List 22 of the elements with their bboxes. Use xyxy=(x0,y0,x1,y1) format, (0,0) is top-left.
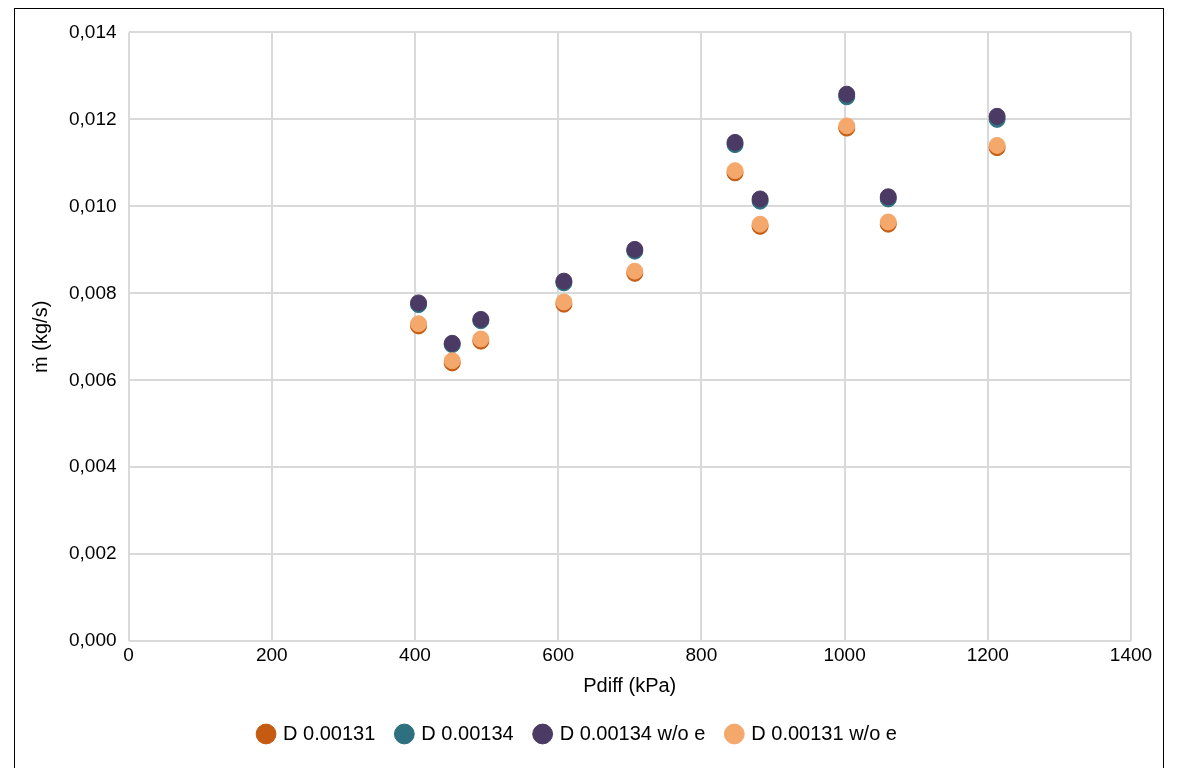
y-tick-label: 0,014 xyxy=(69,20,117,42)
x-tick-label: 400 xyxy=(399,643,431,665)
y-tick-label: 0,000 xyxy=(69,629,117,651)
y-tick-label: 0,002 xyxy=(69,542,117,564)
x-tick-label: 1200 xyxy=(966,643,1009,665)
x-axis-title: Pdiff (kPa) xyxy=(583,673,677,696)
y-tick-label: 0,006 xyxy=(69,368,117,390)
x-tick-label: 200 xyxy=(255,643,288,665)
x-tick-label: 600 xyxy=(542,643,575,665)
legend-label: D 0.00134 w/o e xyxy=(559,721,706,744)
legend-label: D 0.00131 xyxy=(283,721,376,744)
y-tick-label: 0,012 xyxy=(69,107,117,129)
y-axis-title: ṁ (kg/s) xyxy=(28,300,51,373)
y-tick-label: 0,004 xyxy=(69,455,117,477)
x-tick-label: 1000 xyxy=(823,643,866,665)
x-tick-label: 0 xyxy=(123,643,134,665)
legend-label: D 0.00131 w/o e xyxy=(751,721,897,744)
x-tick-label: 800 xyxy=(685,643,718,665)
y-tick-label: 0,010 xyxy=(69,194,117,216)
x-tick-label: 1400 xyxy=(1109,643,1153,665)
y-tick-label: 0,008 xyxy=(69,281,117,303)
legend-label: D 0.00134 xyxy=(421,721,514,744)
